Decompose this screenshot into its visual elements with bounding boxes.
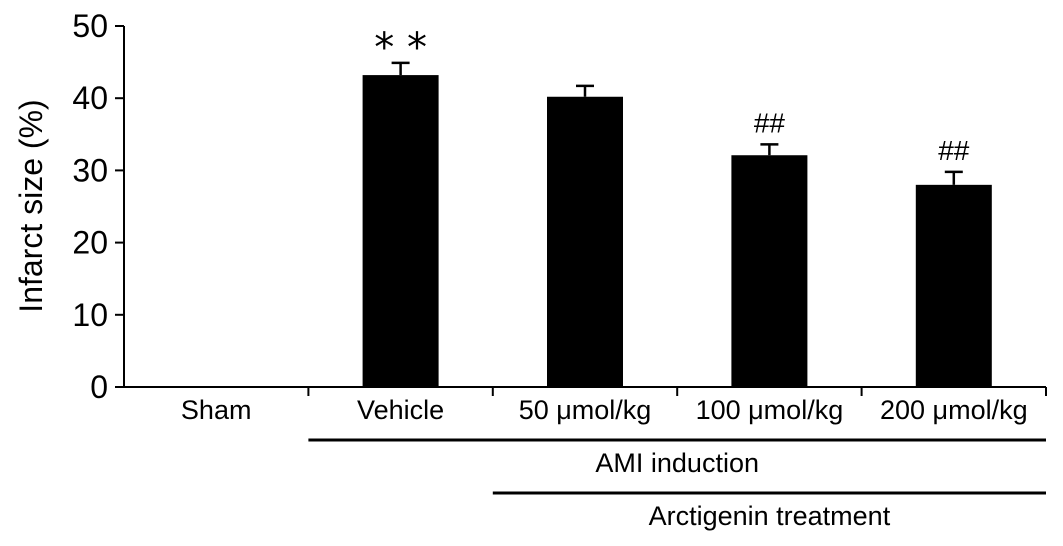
axes: 0 10 20 30 40 50 — [72, 8, 1047, 405]
significance-label: * * — [374, 25, 427, 71]
significance-label: ## — [938, 135, 970, 166]
bar — [362, 75, 439, 387]
category-label: 200 μmol/kg — [880, 395, 1028, 425]
y-tick-label: 30 — [72, 152, 108, 188]
category-label: 50 μmol/kg — [519, 395, 652, 425]
y-tick-label: 0 — [90, 369, 108, 405]
bar — [547, 96, 623, 388]
group-brackets: AMI induction Arctigenin treatment — [308, 438, 1046, 531]
group-label: AMI induction — [595, 448, 759, 478]
y-tick-label: 40 — [72, 80, 108, 116]
bar — [731, 155, 808, 387]
bar — [915, 184, 992, 387]
y-axis-label: Infarct size (%) — [13, 99, 49, 312]
category-label: Vehicle — [357, 395, 444, 425]
y-tick-label: 20 — [72, 225, 108, 261]
category-label: 100 μmol/kg — [696, 395, 844, 425]
category-labels: Sham Vehicle 50 μmol/kg 100 μmol/kg 200 μmol… — [181, 395, 1028, 425]
y-tick-label: 50 — [72, 8, 108, 44]
bars: * * ## ## — [362, 25, 992, 388]
category-label: Sham — [181, 395, 252, 425]
significance-label: ## — [754, 107, 786, 138]
y-tick-label: 10 — [72, 297, 108, 333]
group-label: Arctigenin treatment — [649, 501, 891, 531]
